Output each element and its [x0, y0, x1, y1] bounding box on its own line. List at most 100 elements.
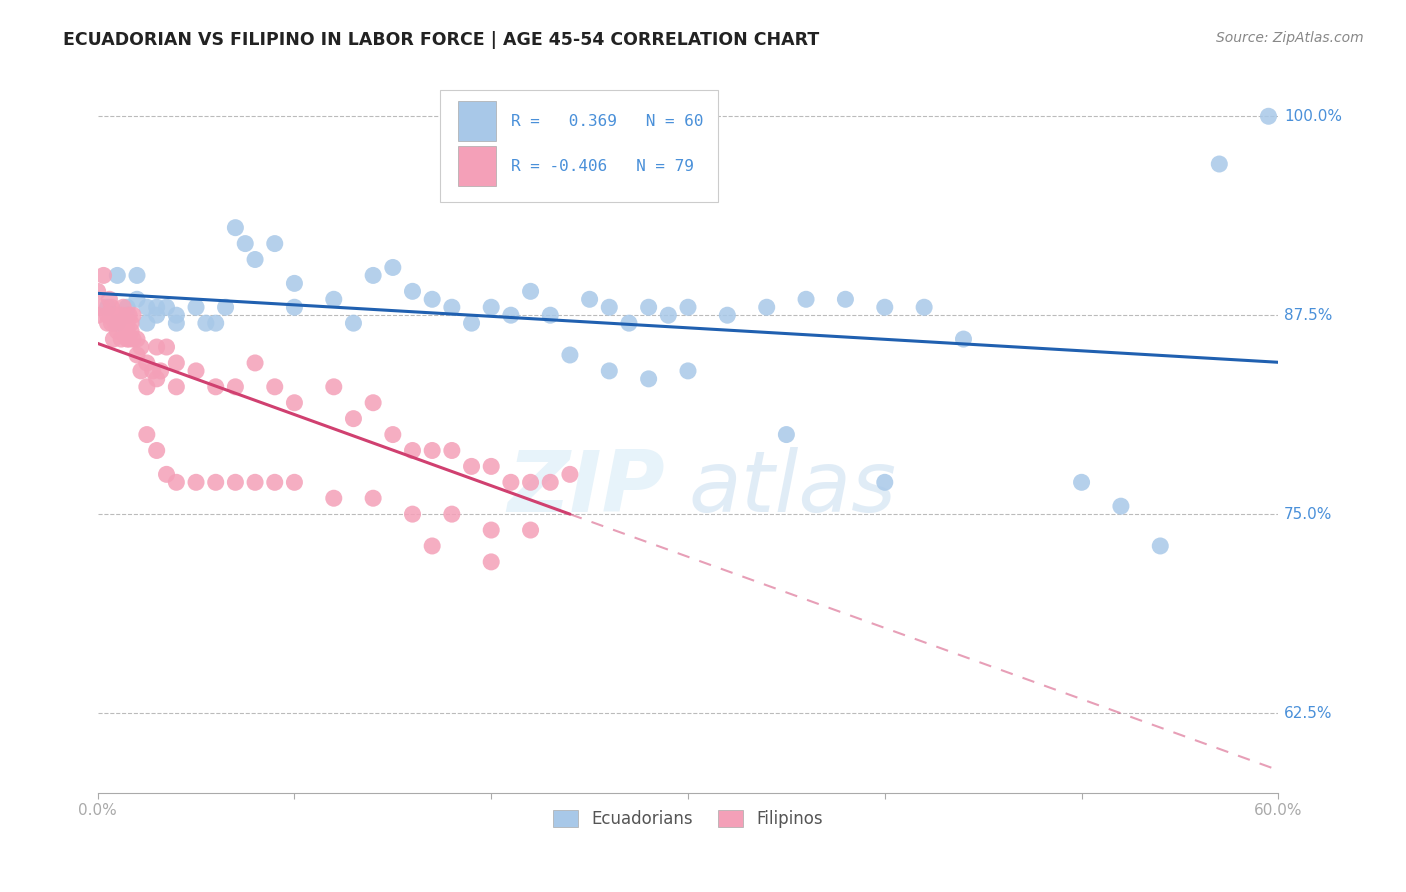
Point: [243, 252, 266, 267]
Point: [224, 220, 246, 235]
Point: [112, 316, 135, 330]
Point: [115, 324, 138, 338]
Point: [233, 236, 256, 251]
Text: atlas: atlas: [688, 447, 896, 530]
Point: [460, 459, 482, 474]
Bar: [458, 146, 495, 186]
Point: [122, 332, 145, 346]
Point: [873, 300, 896, 314]
Point: [204, 380, 226, 394]
Point: [834, 293, 856, 307]
Point: [135, 427, 157, 442]
Point: [912, 300, 935, 314]
Point: [598, 364, 620, 378]
Point: [283, 277, 305, 291]
Point: [129, 340, 152, 354]
Point: [361, 395, 384, 409]
Point: [112, 300, 135, 314]
Point: [420, 293, 443, 307]
Point: [873, 475, 896, 490]
Text: R =   0.369   N = 60: R = 0.369 N = 60: [510, 114, 703, 128]
Point: [617, 316, 640, 330]
Point: [165, 475, 187, 490]
Point: [499, 308, 522, 322]
Point: [283, 475, 305, 490]
Point: [676, 364, 699, 378]
Point: [440, 507, 463, 521]
Point: [105, 308, 128, 322]
Point: [86, 308, 108, 322]
Point: [86, 285, 108, 299]
Point: [115, 316, 138, 330]
Point: [149, 364, 172, 378]
Point: [90, 300, 112, 314]
Point: [135, 380, 157, 394]
Point: [322, 491, 344, 506]
Point: [283, 300, 305, 314]
Point: [96, 316, 118, 330]
Point: [637, 300, 659, 314]
Text: 87.5%: 87.5%: [1284, 308, 1333, 323]
Point: [1257, 109, 1279, 123]
Point: [142, 364, 165, 378]
Point: [676, 300, 699, 314]
Point: [519, 285, 541, 299]
Text: 100.0%: 100.0%: [1284, 109, 1343, 124]
Point: [420, 443, 443, 458]
Point: [93, 268, 115, 283]
Point: [401, 443, 423, 458]
Point: [558, 348, 581, 362]
Point: [440, 443, 463, 458]
Point: [1336, 690, 1358, 705]
Point: [184, 364, 207, 378]
Point: [118, 308, 141, 322]
Point: [204, 316, 226, 330]
Point: [120, 316, 142, 330]
Point: [637, 372, 659, 386]
Point: [263, 236, 285, 251]
Point: [794, 293, 817, 307]
Point: [1070, 475, 1092, 490]
Point: [440, 300, 463, 314]
Point: [263, 475, 285, 490]
Point: [145, 372, 167, 386]
Point: [716, 308, 738, 322]
Point: [100, 300, 122, 314]
Text: 62.5%: 62.5%: [1284, 706, 1333, 721]
Point: [194, 316, 217, 330]
Point: [104, 316, 127, 330]
Point: [115, 308, 138, 322]
Point: [165, 356, 187, 370]
Point: [110, 332, 132, 346]
FancyBboxPatch shape: [440, 90, 717, 202]
Point: [129, 364, 152, 378]
Point: [105, 268, 128, 283]
Point: [479, 300, 502, 314]
Point: [122, 308, 145, 322]
Point: [135, 316, 157, 330]
Point: [243, 356, 266, 370]
Point: [184, 300, 207, 314]
Point: [105, 308, 128, 322]
Point: [125, 332, 148, 346]
Bar: [458, 102, 495, 141]
Point: [165, 308, 187, 322]
Point: [420, 539, 443, 553]
Point: [381, 260, 404, 275]
Point: [361, 491, 384, 506]
Point: [96, 300, 118, 314]
Point: [243, 475, 266, 490]
Point: [98, 293, 121, 307]
Point: [578, 293, 600, 307]
Point: [263, 380, 285, 394]
Point: [145, 308, 167, 322]
Point: [214, 300, 236, 314]
Point: [115, 300, 138, 314]
Point: [135, 356, 157, 370]
Point: [96, 308, 118, 322]
Point: [115, 332, 138, 346]
Point: [558, 467, 581, 482]
Point: [479, 459, 502, 474]
Point: [1149, 539, 1171, 553]
Point: [361, 268, 384, 283]
